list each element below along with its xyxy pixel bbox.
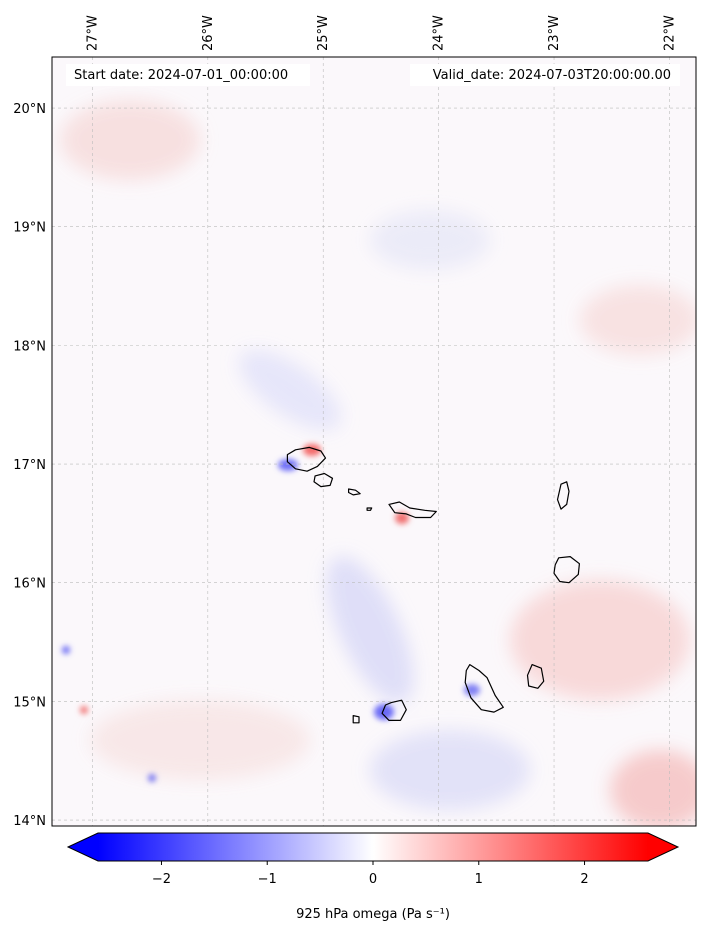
lon-tick-label: 22°W — [662, 15, 677, 51]
latitude-tick-labels: 20°N 19°N 18°N 17°N 16°N 15°N 14°N — [13, 102, 46, 829]
colorbar-tick-label: 1 — [475, 872, 483, 887]
valid-date-box — [410, 64, 680, 86]
lon-tick-label: 25°W — [316, 15, 331, 51]
omega-blob-east — [510, 580, 690, 700]
island-coastline — [553, 555, 581, 584]
omega-blob-middle — [370, 210, 490, 270]
lon-tick-label: 26°W — [201, 15, 216, 51]
omega-core-west-2 — [80, 706, 88, 714]
omega-blob-southeast — [610, 750, 696, 826]
lat-tick-label: 16°N — [13, 577, 46, 592]
omega-blob-southwest — [90, 700, 310, 780]
omega-field — [60, 100, 696, 826]
coastlines — [286, 446, 581, 724]
island-coastline — [286, 446, 327, 472]
island-coastline — [556, 481, 570, 510]
island-coastline — [348, 488, 361, 496]
lon-tick-label: 27°W — [85, 15, 100, 51]
island-coastline — [313, 472, 334, 488]
omega-core-santo-antao-red — [303, 444, 321, 456]
colorbar-tick-label: 0 — [369, 872, 377, 887]
colorbar-outline — [66, 832, 680, 862]
colorbar-tick-label: −2 — [152, 872, 171, 887]
colorbar-ticks: −2 −1 0 1 2 — [152, 861, 589, 887]
omega-core-sao-nicolau-red — [395, 512, 409, 524]
island-coastline — [352, 714, 360, 724]
colorbar-label: 925 hPa omega (Pa s⁻¹) — [296, 907, 450, 922]
map-frame — [51, 56, 697, 827]
colorbar-tick-label: −1 — [258, 872, 277, 887]
island-coastline — [366, 507, 373, 511]
start-date-label: Start date: 2024-07-01_00:00:00 — [74, 68, 288, 83]
omega-core-santiago-blue — [464, 684, 480, 696]
colorbar-gradient — [98, 833, 648, 861]
omega-core-west-1 — [62, 646, 70, 654]
lat-tick-label: 14°N — [13, 814, 46, 829]
island-coastline — [464, 663, 504, 713]
omega-blob-right — [580, 285, 696, 355]
colorbar-high-extension — [648, 833, 678, 861]
omega-blob-northwest — [60, 100, 200, 180]
lat-tick-label: 19°N — [13, 221, 46, 236]
lon-tick-label: 23°W — [547, 15, 562, 51]
lon-tick-label: 24°W — [432, 15, 447, 51]
lat-tick-label: 20°N — [13, 102, 46, 117]
valid-date-label: Valid_date: 2024-07-03T20:00:00.00 — [433, 68, 671, 83]
map-panel: 27°W 26°W 25°W 24°W 23°W 22°W 20°N 19°N 18°N 17°… — [13, 15, 697, 829]
lat-tick-label: 17°N — [13, 458, 46, 473]
omega-core-west-3 — [148, 774, 156, 782]
lat-tick-label: 18°N — [13, 339, 46, 354]
omega-blob-plume — [238, 349, 342, 431]
omega-core-fogo-blue — [374, 704, 394, 720]
lat-tick-label: 15°N — [13, 695, 46, 710]
colorbar-low-extension — [68, 833, 98, 861]
omega-core-santo-antao-blue — [278, 459, 298, 471]
start-date-box — [66, 64, 310, 86]
omega-blob-south — [370, 730, 530, 810]
longitude-tick-labels: 27°W 26°W 25°W 24°W 23°W 22°W — [85, 15, 677, 51]
gridlines — [52, 57, 696, 826]
colorbar-tick-label: 2 — [580, 872, 588, 887]
island-coastline — [526, 663, 545, 689]
omega-blob-center — [326, 556, 414, 704]
island-coastline — [381, 699, 407, 722]
colorbar: −2 −1 0 1 2 925 hPa omega (Pa s⁻¹) — [66, 832, 680, 922]
island-coastline — [388, 501, 437, 519]
